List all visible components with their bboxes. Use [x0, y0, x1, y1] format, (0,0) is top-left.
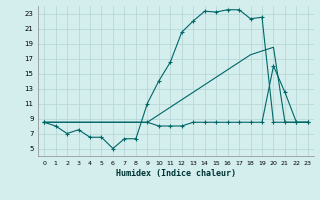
X-axis label: Humidex (Indice chaleur): Humidex (Indice chaleur) [116, 169, 236, 178]
